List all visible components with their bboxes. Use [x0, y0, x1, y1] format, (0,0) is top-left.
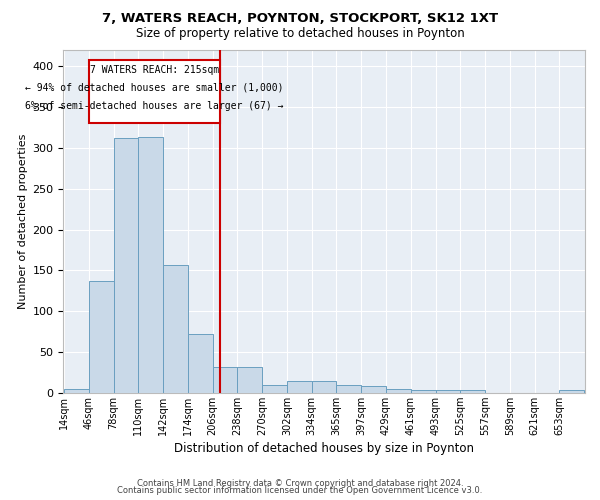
Bar	[436, 390, 460, 393]
Text: 7, WATERS REACH, POYNTON, STOCKPORT, SK12 1XT: 7, WATERS REACH, POYNTON, STOCKPORT, SK1…	[102, 12, 498, 26]
Bar	[287, 382, 312, 393]
Bar	[212, 366, 238, 393]
Text: Contains public sector information licensed under the Open Government Licence v3: Contains public sector information licen…	[118, 486, 482, 495]
Text: 7 WATERS REACH: 215sqm: 7 WATERS REACH: 215sqm	[89, 64, 219, 74]
Bar	[238, 366, 262, 393]
Y-axis label: Number of detached properties: Number of detached properties	[18, 134, 28, 309]
Text: ← 94% of detached houses are smaller (1,000): ← 94% of detached houses are smaller (1,…	[25, 83, 283, 93]
Bar	[64, 388, 89, 393]
Bar	[163, 264, 188, 393]
Bar	[386, 388, 411, 393]
Bar	[262, 384, 287, 393]
Bar	[138, 138, 163, 393]
Text: Contains HM Land Registry data © Crown copyright and database right 2024.: Contains HM Land Registry data © Crown c…	[137, 478, 463, 488]
X-axis label: Distribution of detached houses by size in Poynton: Distribution of detached houses by size …	[174, 442, 474, 455]
Bar	[89, 281, 113, 393]
Bar	[312, 382, 337, 393]
Bar	[411, 390, 436, 393]
Bar	[460, 390, 485, 393]
Text: 6% of semi-detached houses are larger (67) →: 6% of semi-detached houses are larger (6…	[25, 101, 283, 111]
Bar	[337, 384, 361, 393]
Bar	[113, 138, 138, 393]
Text: Size of property relative to detached houses in Poynton: Size of property relative to detached ho…	[136, 28, 464, 40]
Bar	[361, 386, 386, 393]
Bar	[188, 334, 212, 393]
Bar	[89, 60, 220, 124]
Bar	[559, 390, 584, 393]
